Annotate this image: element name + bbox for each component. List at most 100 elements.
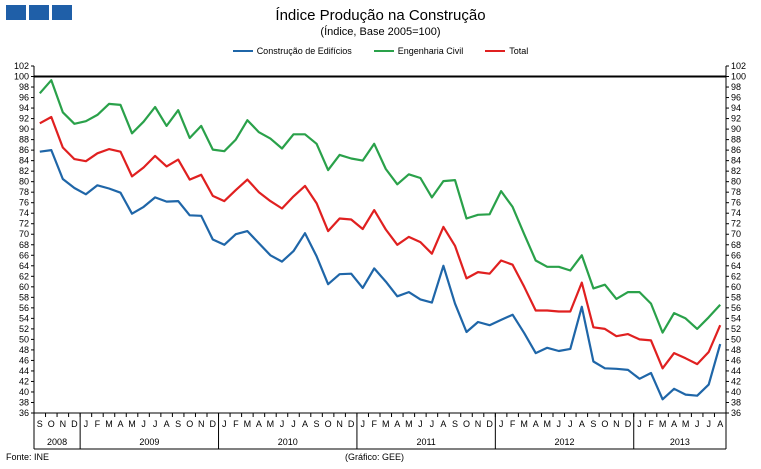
x-tick-label: A [671,419,677,429]
logo-square [29,5,49,20]
x-tick-label: N [60,419,67,429]
y-tick-label-right: 62 [731,271,741,281]
y-tick-label-right: 70 [731,229,741,239]
x-tick-label: D [625,419,632,429]
y-tick-label-right: 92 [731,114,741,124]
legend-swatch [232,50,253,52]
chart-title: Índice Produção na Construção [275,7,486,24]
x-tick-label: O [325,419,332,429]
x-tick-label: A [579,419,585,429]
source-note: Fonte: INE [6,452,50,462]
x-tick-label: J [141,419,146,429]
y-tick-label-left: 98 [19,82,29,92]
y-tick-label-right: 84 [731,156,741,166]
legend-item: Construção de Edifícios [232,46,352,56]
x-tick-label: A [164,419,170,429]
x-tick-label: J [222,419,227,429]
x-tick-label: A [302,419,308,429]
y-tick-label-left: 60 [19,282,29,292]
y-tick-label-left: 72 [19,219,29,229]
y-tick-label-left: 84 [19,156,29,166]
x-tick-label: J [637,419,642,429]
y-tick-label-left: 44 [19,366,29,376]
legend-swatch [485,50,506,52]
x-tick-label: S [314,419,320,429]
x-tick-label: J [568,419,573,429]
x-tick-label: O [186,419,193,429]
logo-square [6,5,26,20]
x-tick-label: M [267,419,275,429]
x-tick-label: S [452,419,458,429]
x-tick-label: M [244,419,252,429]
x-tick-label: S [175,419,181,429]
x-tick-label: D [348,419,355,429]
x-tick-label: J [557,419,562,429]
y-tick-label-right: 44 [731,366,741,376]
y-tick-label-right: 50 [731,334,741,344]
y-tick-label-right: 72 [731,219,741,229]
x-tick-label: M [128,419,136,429]
legend-label: Construção de Edifícios [256,46,352,56]
y-tick-label-left: 58 [19,292,29,302]
y-tick-label-left: 42 [19,376,29,386]
y-tick-label-left: 70 [19,229,29,239]
y-tick-label-left: 90 [19,124,29,134]
y-tick-label-right: 52 [731,324,741,334]
x-tick-label: A [394,419,400,429]
x-tick-label: M [105,419,113,429]
y-tick-label-right: 74 [731,208,741,218]
legend-label: Engenharia Civil [397,46,464,56]
x-tick-label: A [533,419,539,429]
y-tick-label-right: 46 [731,355,741,365]
x-tick-label: J [84,419,89,429]
x-tick-label: M [543,419,551,429]
legend-swatch [373,50,394,52]
y-tick-label-left: 38 [19,397,29,407]
y-tick-label-right: 100 [731,72,746,82]
x-tick-label: J [360,419,365,429]
y-tick-label-left: 54 [19,313,29,323]
x-tick-label: N [613,419,620,429]
year-label: 2008 [47,437,67,447]
y-tick-label-left: 102 [14,61,29,71]
year-label: 2010 [278,437,298,447]
x-tick-label: J [499,419,504,429]
x-tick-label: M [405,419,413,429]
year-label: 2013 [670,437,690,447]
x-tick-label: J [430,419,435,429]
x-tick-label: D [71,419,78,429]
x-tick-label: M [659,419,667,429]
y-tick-label-left: 46 [19,355,29,365]
y-tick-label-left: 56 [19,303,29,313]
legend-label: Total [509,46,529,56]
x-tick-label: F [95,419,101,429]
y-tick-label-right: 38 [731,397,741,407]
x-tick-label: J [291,419,296,429]
chart-subtitle: (Índice, Base 2005=100) [320,26,441,38]
y-tick-label-right: 40 [731,387,741,397]
x-tick-label: F [648,419,654,429]
y-tick-label-left: 66 [19,250,29,260]
y-tick-label-left: 86 [19,145,29,155]
y-tick-label-left: 40 [19,387,29,397]
y-tick-label-right: 64 [731,261,741,271]
x-tick-label: J [418,419,423,429]
x-tick-label: O [463,419,470,429]
y-tick-label-right: 54 [731,313,741,323]
x-tick-label: F [233,419,239,429]
x-tick-label: A [717,419,723,429]
y-tick-label-left: 82 [19,166,29,176]
y-tick-label-left: 78 [19,187,29,197]
y-tick-label-right: 96 [731,93,741,103]
y-tick-label-right: 80 [731,177,741,187]
y-tick-label-left: 50 [19,334,29,344]
y-tick-label-right: 90 [731,124,741,134]
x-tick-label: S [590,419,596,429]
y-tick-label-right: 56 [731,303,741,313]
x-tick-label: A [440,419,446,429]
y-tick-label-left: 62 [19,271,29,281]
y-tick-label-left: 74 [19,208,29,218]
x-tick-label: S [37,419,43,429]
y-tick-label-right: 60 [731,282,741,292]
